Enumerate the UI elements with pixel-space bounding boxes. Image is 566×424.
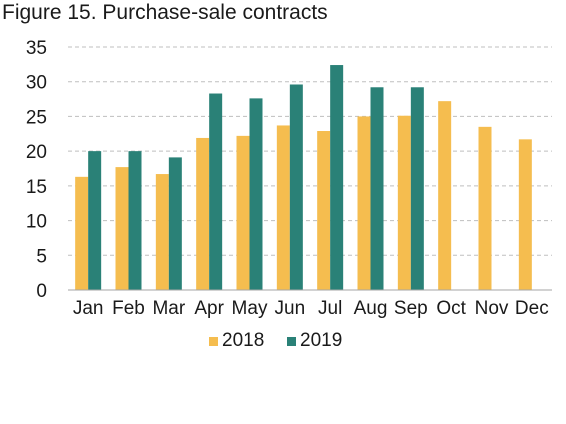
- bar-2018-Aug: [357, 116, 371, 290]
- bar-2019-May: [249, 98, 263, 291]
- x-tick-label: Jun: [275, 298, 306, 319]
- x-tick-label: Oct: [436, 298, 466, 319]
- y-tick-label: 30: [26, 73, 47, 94]
- y-axis-tick-labels: 0 5 10 15 20 25 30 35: [26, 38, 47, 302]
- legend-label-2018: 2018: [222, 330, 264, 351]
- bar-2018-Apr: [196, 137, 210, 290]
- bar-2018-Sep: [397, 115, 411, 290]
- legend-swatch-2019: [287, 337, 296, 346]
- x-tick-label: Sep: [394, 298, 428, 319]
- bar-2018-Jan: [75, 176, 89, 290]
- bar-2019-Sep: [410, 87, 424, 290]
- bar-2018-Jul: [317, 131, 331, 290]
- bar-2019-Feb: [128, 151, 142, 290]
- bar-2019-Jul: [330, 65, 344, 291]
- bar-2018-Mar: [155, 174, 169, 290]
- bar-2018-May: [236, 135, 250, 290]
- gridlines: [68, 46, 552, 256]
- x-tick-label: Aug: [354, 298, 388, 319]
- y-tick-label: 35: [26, 38, 47, 59]
- bar-2018-Feb: [115, 167, 129, 290]
- x-axis-tick-labels: Jan Feb Mar Apr May Jun Jul Aug Sep Oct Nov Dec: [73, 298, 549, 319]
- bar-2019-Mar: [168, 157, 182, 290]
- y-tick-label: 20: [26, 142, 47, 163]
- bar-2018-Oct: [438, 101, 452, 290]
- bar-2019-Jan: [88, 151, 102, 290]
- x-tick-label: Feb: [112, 298, 145, 319]
- x-tick-label: Dec: [515, 298, 549, 319]
- y-tick-label: 15: [26, 177, 47, 198]
- y-tick-label: 5: [36, 246, 47, 267]
- bars: [75, 65, 532, 291]
- y-tick-label: 10: [26, 212, 47, 233]
- x-tick-label: Jan: [73, 298, 104, 319]
- x-tick-label: Apr: [194, 298, 224, 319]
- bar-2018-Nov: [478, 126, 492, 290]
- y-tick-label: 25: [26, 107, 47, 128]
- x-tick-label: Mar: [152, 298, 185, 319]
- bar-2019-Apr: [209, 93, 223, 290]
- bar-2019-Aug: [370, 87, 384, 290]
- legend-label-2019: 2019: [300, 330, 342, 351]
- x-tick-label: Jul: [318, 298, 342, 319]
- legend-swatch-2018: [209, 337, 218, 346]
- x-tick-label: Nov: [475, 298, 509, 319]
- bar-2018-Dec: [518, 139, 532, 290]
- chart-title: Figure 15. Purchase-sale contracts: [2, 1, 328, 24]
- bar-2019-Jun: [289, 84, 303, 291]
- bar-2018-Jun: [276, 125, 290, 290]
- legend: 2018 2019: [209, 330, 342, 351]
- x-tick-label: May: [232, 298, 268, 319]
- y-tick-label: 0: [36, 281, 47, 302]
